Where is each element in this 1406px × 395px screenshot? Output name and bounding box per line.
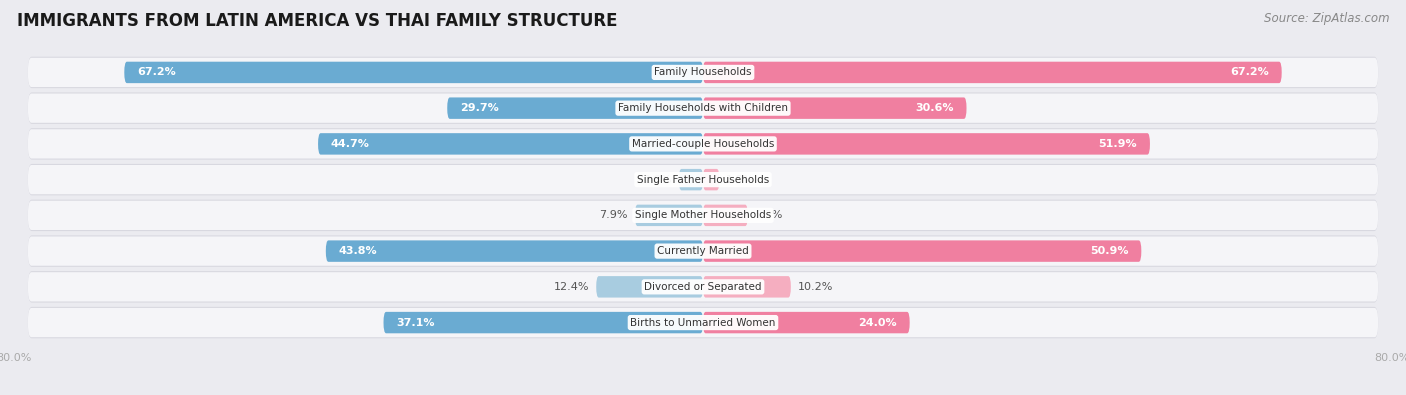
Text: Single Mother Households: Single Mother Households bbox=[636, 211, 770, 220]
FancyBboxPatch shape bbox=[703, 241, 1142, 262]
Text: 43.8%: 43.8% bbox=[339, 246, 377, 256]
FancyBboxPatch shape bbox=[28, 235, 1378, 267]
FancyBboxPatch shape bbox=[28, 271, 1378, 303]
Text: Births to Unmarried Women: Births to Unmarried Women bbox=[630, 318, 776, 327]
Text: Married-couple Households: Married-couple Households bbox=[631, 139, 775, 149]
Text: Source: ZipAtlas.com: Source: ZipAtlas.com bbox=[1264, 12, 1389, 25]
FancyBboxPatch shape bbox=[703, 98, 966, 119]
FancyBboxPatch shape bbox=[703, 62, 1282, 83]
Text: 2.8%: 2.8% bbox=[644, 175, 672, 184]
FancyBboxPatch shape bbox=[28, 307, 1378, 338]
Text: 67.2%: 67.2% bbox=[138, 68, 176, 77]
Text: 67.2%: 67.2% bbox=[1230, 68, 1268, 77]
Text: 51.9%: 51.9% bbox=[1098, 139, 1137, 149]
FancyBboxPatch shape bbox=[28, 164, 1378, 196]
FancyBboxPatch shape bbox=[703, 205, 748, 226]
Text: Family Households: Family Households bbox=[654, 68, 752, 77]
FancyBboxPatch shape bbox=[28, 199, 1378, 231]
FancyBboxPatch shape bbox=[28, 58, 1378, 87]
Text: 30.6%: 30.6% bbox=[915, 103, 953, 113]
Text: 12.4%: 12.4% bbox=[554, 282, 589, 292]
Text: 1.9%: 1.9% bbox=[727, 175, 755, 184]
Text: Divorced or Separated: Divorced or Separated bbox=[644, 282, 762, 292]
Text: 10.2%: 10.2% bbox=[797, 282, 834, 292]
FancyBboxPatch shape bbox=[703, 133, 1150, 154]
Text: Currently Married: Currently Married bbox=[657, 246, 749, 256]
FancyBboxPatch shape bbox=[318, 133, 703, 154]
Text: 24.0%: 24.0% bbox=[858, 318, 897, 327]
FancyBboxPatch shape bbox=[679, 169, 703, 190]
Text: 50.9%: 50.9% bbox=[1090, 246, 1129, 256]
Text: Single Father Households: Single Father Households bbox=[637, 175, 769, 184]
FancyBboxPatch shape bbox=[326, 241, 703, 262]
FancyBboxPatch shape bbox=[384, 312, 703, 333]
FancyBboxPatch shape bbox=[28, 308, 1378, 337]
FancyBboxPatch shape bbox=[28, 57, 1378, 88]
FancyBboxPatch shape bbox=[28, 129, 1378, 158]
Text: 37.1%: 37.1% bbox=[396, 318, 434, 327]
FancyBboxPatch shape bbox=[28, 272, 1378, 301]
FancyBboxPatch shape bbox=[636, 205, 703, 226]
FancyBboxPatch shape bbox=[28, 237, 1378, 266]
FancyBboxPatch shape bbox=[28, 94, 1378, 123]
FancyBboxPatch shape bbox=[28, 165, 1378, 194]
Text: Family Households with Children: Family Households with Children bbox=[619, 103, 787, 113]
Text: 44.7%: 44.7% bbox=[330, 139, 370, 149]
FancyBboxPatch shape bbox=[703, 312, 910, 333]
FancyBboxPatch shape bbox=[447, 98, 703, 119]
FancyBboxPatch shape bbox=[703, 169, 720, 190]
Text: 7.9%: 7.9% bbox=[599, 211, 628, 220]
Text: IMMIGRANTS FROM LATIN AMERICA VS THAI FAMILY STRUCTURE: IMMIGRANTS FROM LATIN AMERICA VS THAI FA… bbox=[17, 12, 617, 30]
Text: 5.2%: 5.2% bbox=[755, 211, 783, 220]
FancyBboxPatch shape bbox=[28, 128, 1378, 160]
FancyBboxPatch shape bbox=[28, 201, 1378, 230]
FancyBboxPatch shape bbox=[703, 276, 790, 297]
FancyBboxPatch shape bbox=[28, 92, 1378, 124]
FancyBboxPatch shape bbox=[596, 276, 703, 297]
FancyBboxPatch shape bbox=[124, 62, 703, 83]
Text: 29.7%: 29.7% bbox=[460, 103, 499, 113]
